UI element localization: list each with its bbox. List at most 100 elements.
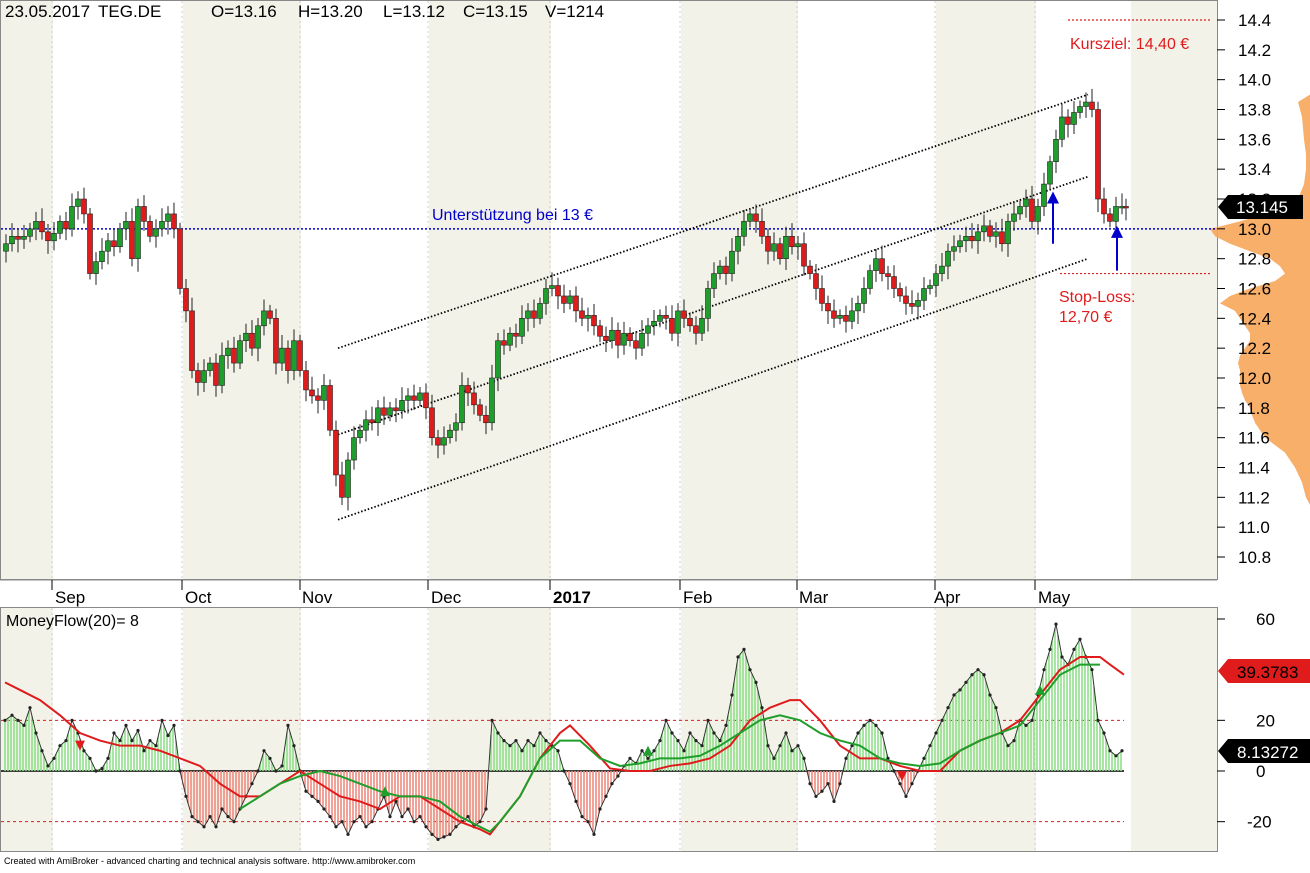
candle-body: [441, 437, 447, 446]
mf-point: [112, 731, 116, 735]
candle-body: [159, 221, 165, 230]
candle-body: [831, 310, 837, 319]
mf-point: [358, 815, 362, 819]
candle-body: [819, 288, 825, 304]
mf-point: [988, 693, 992, 697]
mf-point: [478, 820, 482, 824]
price-tick-label: 11.0: [1238, 518, 1270, 537]
mf-point: [334, 825, 338, 829]
candle-body: [393, 407, 399, 412]
candle-body: [57, 221, 63, 234]
candle-body: [801, 243, 807, 267]
candle-body: [735, 235, 741, 252]
candle-body: [351, 437, 357, 461]
mf-point: [124, 723, 128, 728]
price-tick-label: 12.8: [1238, 250, 1271, 269]
candle-body: [1041, 183, 1047, 207]
mf-point: [214, 825, 218, 829]
mf-point: [490, 718, 494, 722]
month-label: May: [1038, 588, 1071, 607]
mf-point: [496, 731, 500, 735]
mf-point: [1030, 718, 1034, 722]
mf-point: [1006, 744, 1010, 748]
candle-body: [723, 265, 729, 274]
candle-body: [549, 285, 555, 289]
candle-body: [453, 422, 459, 431]
price-bg-band: [183, 1, 301, 579]
stoploss-label-line1: Stop-Loss:: [1059, 289, 1135, 306]
candle-body: [591, 315, 597, 327]
mf-point: [934, 731, 938, 735]
candle-body: [63, 221, 69, 230]
mf-point: [280, 764, 284, 768]
month-label: Feb: [683, 588, 712, 607]
candle-body: [1017, 206, 1023, 215]
mf-point: [532, 744, 536, 748]
mf-point: [748, 668, 752, 672]
candle-body: [99, 250, 105, 262]
mf-point: [592, 832, 596, 836]
candle-body: [207, 362, 213, 371]
mf-point: [196, 820, 200, 824]
month-label: Apr: [934, 588, 961, 607]
mf-point: [796, 744, 800, 748]
mf-point: [34, 731, 38, 735]
last-price-text: 13.145: [1236, 198, 1288, 217]
mf-point: [844, 756, 848, 760]
candle-body: [753, 213, 759, 222]
header-open: O=13.16: [211, 2, 277, 21]
mf-point: [1048, 647, 1052, 652]
mf-point: [16, 718, 20, 722]
candle-body: [699, 318, 705, 334]
mf-point: [868, 718, 872, 722]
candle-body: [939, 265, 945, 274]
candle-body: [1113, 206, 1119, 222]
candle-body: [297, 340, 303, 371]
mf-point: [190, 815, 194, 819]
month-label: Dec: [431, 588, 462, 607]
candle-body: [303, 370, 309, 391]
mf-point: [688, 731, 692, 735]
candle-body: [525, 310, 531, 319]
candle-body: [195, 370, 201, 383]
candle-body: [537, 303, 543, 319]
candle-body: [9, 235, 15, 245]
mf-point: [946, 706, 950, 710]
mf-point: [388, 815, 392, 819]
candle-body: [597, 325, 603, 337]
ind-tick-label: 60: [1256, 610, 1275, 629]
candle-body: [1011, 213, 1017, 222]
mf-point: [586, 820, 590, 824]
candle-body: [21, 235, 27, 240]
candle-body: [3, 243, 9, 252]
candle-body: [813, 273, 819, 289]
candle-body: [213, 362, 219, 386]
candle-body: [291, 340, 297, 371]
candle-body: [231, 347, 237, 364]
candle-body: [657, 315, 663, 322]
mf-point: [1108, 749, 1112, 753]
candle-body: [417, 392, 423, 401]
mf-point: [754, 680, 758, 684]
candle-body: [909, 303, 915, 307]
mf-point: [418, 815, 422, 819]
moneyflow-histogram: [4, 628, 1122, 839]
candle-body: [111, 240, 117, 248]
mf-point: [412, 820, 416, 824]
candle-body: [141, 206, 147, 222]
mf-point: [658, 739, 662, 743]
mf-point: [892, 769, 896, 773]
mf-point: [820, 789, 824, 793]
candle-body: [573, 295, 579, 312]
candle-body: [153, 228, 159, 237]
candle-body: [105, 240, 111, 252]
candle-body: [621, 332, 627, 346]
footer-credit: Created with AmiBroker - advanced charti…: [4, 856, 415, 866]
candle-body: [429, 407, 435, 438]
candle-body: [69, 206, 75, 230]
mf-point: [562, 769, 566, 773]
candle-body: [771, 243, 777, 252]
candle-body: [579, 310, 585, 319]
candle-body: [603, 335, 609, 342]
